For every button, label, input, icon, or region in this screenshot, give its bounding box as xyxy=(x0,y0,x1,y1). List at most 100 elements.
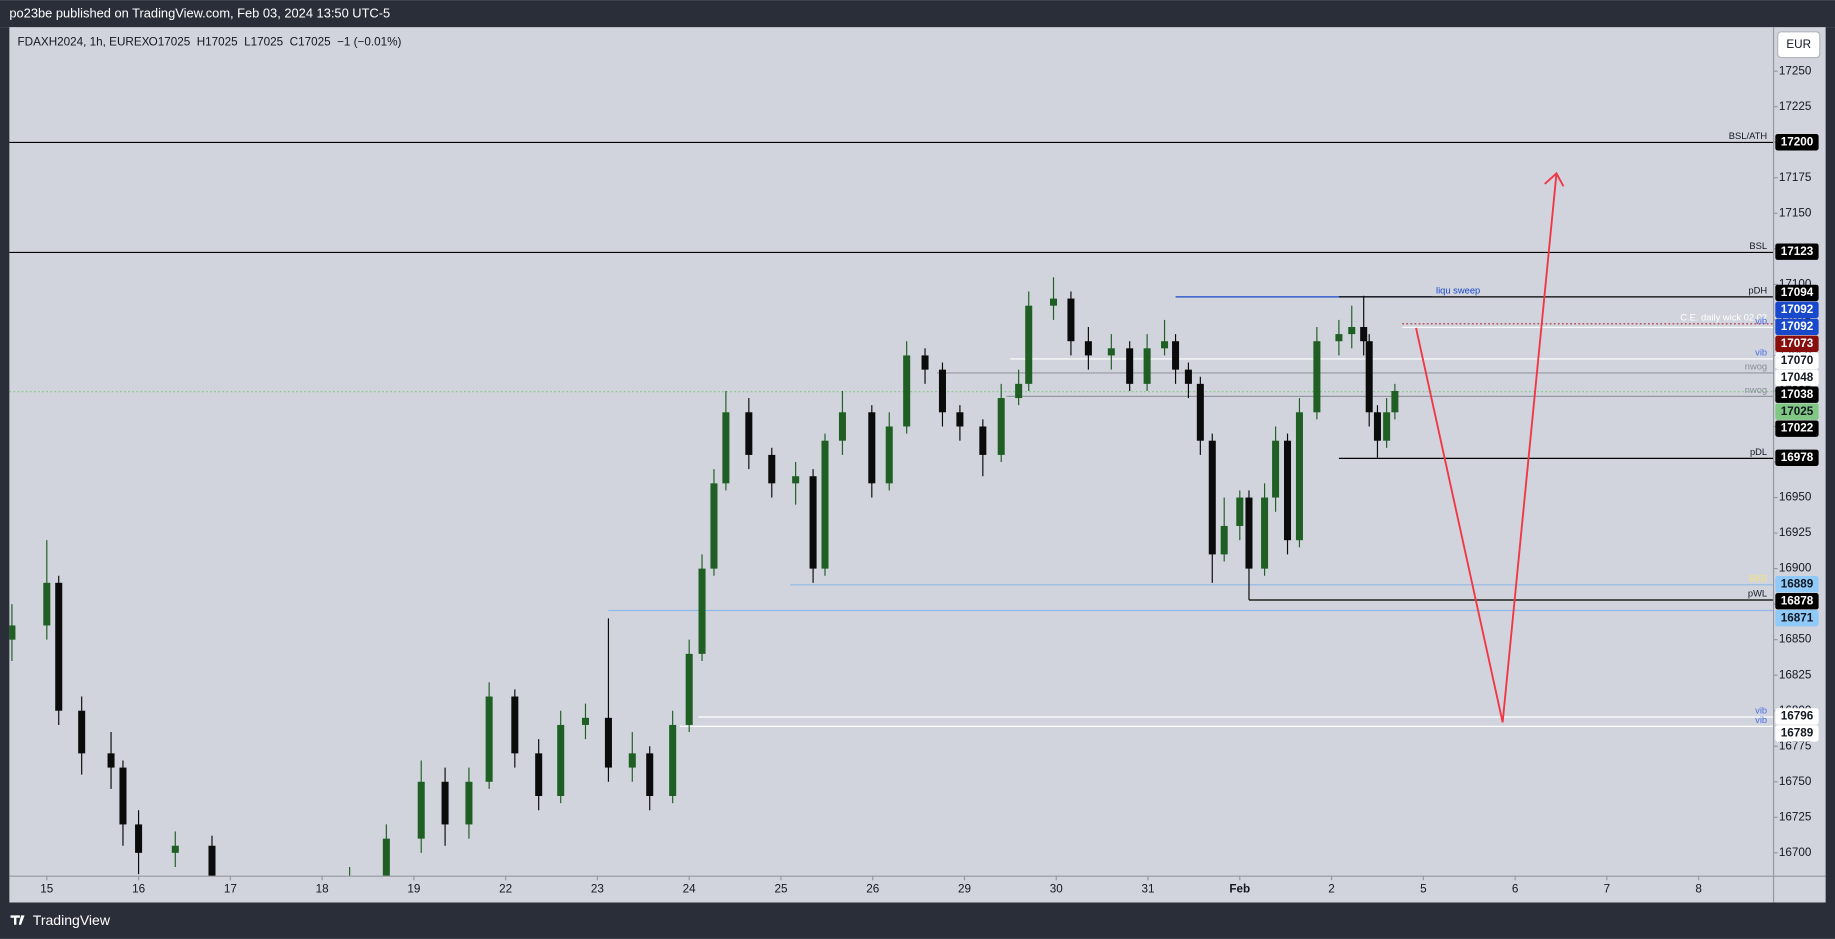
level-label: liqu sweep xyxy=(1436,286,1480,296)
candle-body xyxy=(1049,298,1058,306)
footer-brand: TradingView xyxy=(33,912,111,928)
price-tag xyxy=(1775,386,1819,403)
price-tag-label: 17038 xyxy=(1781,388,1814,401)
candle-body xyxy=(1067,298,1075,342)
candle-body xyxy=(1025,305,1033,384)
candle-body xyxy=(1272,440,1280,498)
price-tag xyxy=(1775,134,1819,151)
candle-body xyxy=(511,696,519,754)
candle-body xyxy=(669,724,677,797)
candle-body xyxy=(171,845,179,853)
price-tag xyxy=(1775,243,1819,260)
price-tag-label: 16789 xyxy=(1781,726,1814,739)
candle-body xyxy=(956,412,964,427)
candle-body xyxy=(119,767,127,825)
level-label: BSL xyxy=(1749,241,1767,251)
candle-body xyxy=(1383,412,1391,441)
x-tick-label: 16 xyxy=(132,883,145,896)
candle-body xyxy=(1335,334,1343,342)
x-tick-label: 23 xyxy=(591,883,604,896)
level-label: pDL xyxy=(1750,447,1767,457)
level-label: BISI xyxy=(1749,573,1767,583)
price-tag-label: 17092 xyxy=(1781,320,1814,333)
price-tag-label: 17094 xyxy=(1781,286,1814,299)
price-tag-label: 16878 xyxy=(1781,594,1814,607)
y-tick-label: 16925 xyxy=(1779,526,1812,539)
plot-area: BSL/ATH BSL liqu sweep pDH C.E. daily wick 0… xyxy=(9,131,1773,876)
candle-body xyxy=(382,838,390,876)
candle-body xyxy=(1348,327,1356,335)
candle-body xyxy=(465,781,473,825)
ohlc-info: O17025 H17025 L17025 C17025 −1 (−0.01%) xyxy=(149,35,402,48)
x-tick-label: 19 xyxy=(407,883,420,896)
level-label: vib xyxy=(1755,348,1767,358)
x-tick-label: 29 xyxy=(958,883,971,896)
level-label: vib xyxy=(1755,706,1767,716)
y-tick-label: 16725 xyxy=(1779,810,1812,823)
y-tick-label: 16850 xyxy=(1779,633,1812,646)
candle-body xyxy=(9,625,16,640)
candle-body xyxy=(1365,341,1373,413)
x-tick-label: Feb xyxy=(1229,883,1250,896)
candle-body xyxy=(1261,497,1269,569)
x-tick-label: 6 xyxy=(1512,883,1519,896)
level-label: vib xyxy=(1755,316,1767,326)
candle-body xyxy=(441,781,449,825)
candle-body xyxy=(78,710,86,754)
drawing xyxy=(1415,171,1565,723)
candle-body xyxy=(710,483,718,569)
candle-body xyxy=(485,696,493,782)
candle-body xyxy=(979,426,987,455)
candle-body xyxy=(838,412,846,441)
candle-body xyxy=(821,440,829,569)
currency-button[interactable] xyxy=(1777,31,1821,59)
price-tag xyxy=(1775,284,1819,302)
price-tag-label: 16871 xyxy=(1781,611,1814,624)
candle-body xyxy=(646,753,654,797)
candle-body xyxy=(1360,327,1368,342)
level-label: pWL xyxy=(1748,589,1767,599)
candle-body xyxy=(698,568,706,654)
price-tag-label: 17022 xyxy=(1781,422,1814,435)
candle-body xyxy=(997,398,1005,455)
candle-body xyxy=(581,717,589,725)
y-tick-label: 16700 xyxy=(1779,846,1812,859)
candle-body xyxy=(1161,341,1169,349)
candle-body xyxy=(809,476,817,569)
price-tag xyxy=(1775,576,1819,593)
y-tick-label: 17150 xyxy=(1779,206,1812,219)
x-tick-label: 30 xyxy=(1050,883,1064,896)
symbol-info: FDAXH2024, 1h, EUREX xyxy=(18,35,150,48)
price-tag-label: 17025 xyxy=(1781,405,1814,418)
y-tick-label: 17250 xyxy=(1779,64,1812,77)
price-tag xyxy=(1775,609,1819,627)
left-border xyxy=(0,27,10,903)
candle-body xyxy=(55,582,63,711)
level-label: C.E. daily wick 02.02 xyxy=(1680,312,1767,322)
level-label: nwog xyxy=(1745,385,1767,395)
candle-body xyxy=(1143,348,1151,384)
price-tag xyxy=(1775,593,1819,610)
candle-body xyxy=(1236,497,1244,526)
candle-body xyxy=(685,653,693,725)
candle-body xyxy=(1284,440,1292,541)
candle-body xyxy=(1126,348,1134,384)
level-label: BSL/ATH xyxy=(1729,131,1767,141)
level-label: pDH xyxy=(1748,286,1767,296)
candle-body xyxy=(557,724,565,797)
price-tag-label: 17200 xyxy=(1781,135,1814,148)
candle-body xyxy=(43,582,51,626)
y-tick-label: 16750 xyxy=(1779,775,1812,788)
candle-body xyxy=(1245,497,1253,569)
candle-body xyxy=(903,355,911,427)
candle-body xyxy=(1391,390,1399,413)
candle-body xyxy=(1015,383,1023,399)
projection-arrow xyxy=(1415,173,1558,723)
price-tag xyxy=(1775,301,1819,319)
price-tag xyxy=(1775,335,1819,352)
candle-body xyxy=(1107,348,1115,356)
candle-body xyxy=(1184,369,1192,384)
y-tick-label: 16775 xyxy=(1779,739,1812,752)
candle-body xyxy=(745,412,753,455)
